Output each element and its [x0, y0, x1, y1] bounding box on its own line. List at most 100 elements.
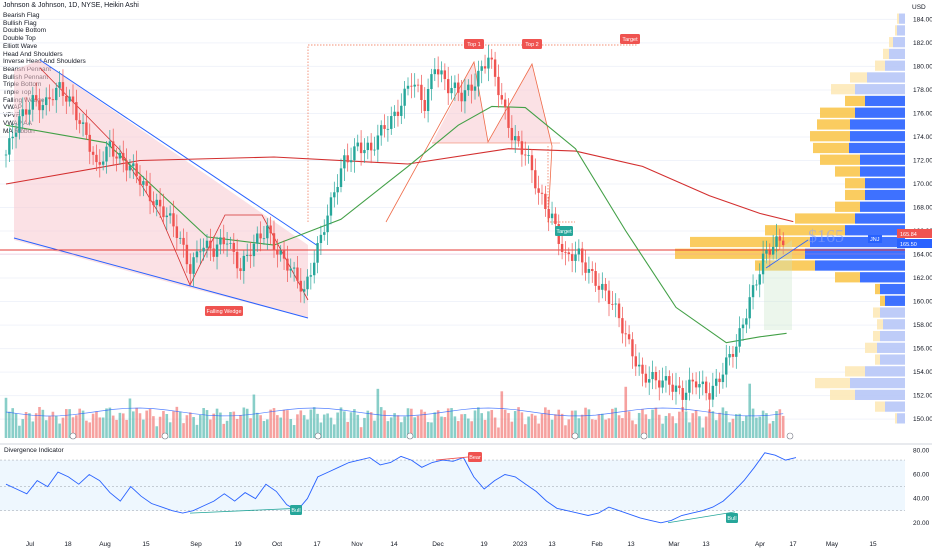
indicator-item[interactable]: Elliott Wave [3, 42, 38, 50]
volume-bar [644, 414, 648, 438]
candle-body [758, 274, 761, 285]
volume-bar [490, 410, 494, 438]
bull-label-box [290, 505, 302, 515]
candle-body [627, 334, 631, 340]
candle-body [604, 283, 607, 291]
candle-body [319, 234, 323, 244]
candle-body [433, 69, 436, 75]
candle-body [309, 275, 313, 277]
candle-body [61, 82, 65, 96]
volume-bar [242, 407, 246, 438]
volume-profile-bar [817, 119, 850, 130]
target-top-label-box [620, 34, 640, 44]
volume-bar [266, 419, 269, 438]
volume-bar [188, 412, 192, 438]
candle-body [413, 84, 416, 87]
candle-body [517, 136, 520, 142]
volume-bar [647, 419, 651, 438]
volume-bar [185, 415, 189, 438]
candle-body [356, 142, 359, 147]
indicator-item[interactable]: Double Top [3, 35, 36, 43]
volume-profile-bar [897, 13, 899, 24]
indicator-item[interactable]: Double Bottom [3, 27, 46, 35]
volume-bar [346, 421, 349, 438]
volume-bar [142, 419, 145, 438]
volume-bar [21, 419, 25, 438]
candle-body [172, 213, 175, 227]
candle-body [205, 240, 209, 248]
volume-bar [500, 391, 504, 438]
x-tick-label: 17 [789, 541, 797, 548]
x-tick-label: Dec [432, 541, 444, 548]
volume-profile-bar [845, 225, 905, 236]
candle-body [266, 225, 269, 239]
indicator-item[interactable]: Bullish Flag [3, 19, 37, 27]
indicator-item[interactable]: VPVR [3, 112, 21, 120]
volume-bar [28, 413, 31, 438]
volume-bar [209, 419, 212, 438]
volume-bar [219, 412, 222, 438]
volume-bar [527, 416, 530, 438]
volume-bar [235, 418, 239, 438]
candle-body [524, 154, 527, 156]
y-tick-label: 154.00 [913, 369, 932, 376]
volume-bar [758, 416, 762, 438]
currency-label: USD [912, 4, 926, 11]
volume-bar [118, 412, 122, 438]
bull-label: Bull [727, 516, 736, 522]
candle-body [242, 255, 246, 272]
volume-profile-bar [795, 213, 855, 224]
candle-body [497, 76, 500, 96]
candle-body [78, 120, 81, 124]
volume-bar [718, 412, 721, 438]
wedge-lower-line [13, 237, 309, 319]
breakout-line [765, 239, 809, 269]
indicator-item[interactable]: Bearish Flag [3, 12, 40, 19]
volume-bar [587, 409, 591, 438]
candle-body [286, 258, 289, 271]
volume-profile-bar [845, 178, 865, 189]
volume-profile-bar [835, 201, 860, 212]
volume-bar [400, 422, 403, 438]
volume-profile-bar [855, 213, 905, 224]
volume-bar [436, 410, 440, 438]
volume-bar [91, 413, 95, 438]
y-tick-label: 182.00 [913, 40, 932, 47]
osc-tick-label: 40.00 [913, 496, 930, 503]
volume-profile-bar [885, 60, 905, 71]
candle-body [631, 339, 634, 357]
volume-bar [336, 412, 339, 438]
volume-bar [195, 424, 199, 438]
x-tick-label: 19 [480, 541, 488, 548]
volume-bar [78, 408, 81, 438]
volume-bar [584, 407, 587, 438]
volume-profile-bar [855, 107, 905, 118]
candle-body [333, 192, 336, 198]
volume-bar [778, 409, 782, 438]
volume-profile-bar [860, 272, 905, 283]
candle-body [704, 381, 708, 394]
candle-body [249, 254, 252, 257]
y-tick-label: 156.00 [913, 346, 932, 353]
indicator-item[interactable]: Inverse Head And Shoulders [3, 58, 86, 66]
volume-bar [745, 415, 748, 438]
volume-profile-bar [877, 342, 905, 353]
volume-bar [607, 418, 611, 438]
volume-bar [470, 421, 473, 438]
candle-body [674, 385, 678, 392]
volume-bar [517, 407, 520, 438]
candle-body [45, 97, 48, 106]
candle-body [420, 84, 423, 101]
volume-profile-bar [877, 319, 883, 330]
volume-bar [554, 414, 557, 438]
volume-bar [611, 408, 614, 438]
indicator-item[interactable]: VWAP [3, 104, 22, 112]
volume-bar [738, 413, 741, 438]
volume-profile-bar [831, 84, 855, 95]
volume-bar [302, 415, 306, 438]
falling-wedge-label-box [205, 306, 243, 316]
price-watermark: $165 [808, 226, 844, 246]
indicator-item[interactable]: Head And Shoulders [3, 50, 63, 58]
candle-body [235, 251, 239, 269]
